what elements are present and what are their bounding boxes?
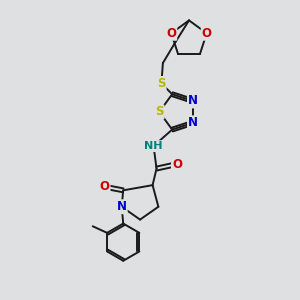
Text: N: N <box>188 94 198 107</box>
Text: O: O <box>166 27 176 40</box>
Text: N: N <box>117 200 127 213</box>
Text: O: O <box>100 180 110 193</box>
Text: O: O <box>202 27 212 40</box>
Text: S: S <box>157 77 166 90</box>
Text: S: S <box>155 105 164 119</box>
Text: N: N <box>188 116 198 129</box>
Text: O: O <box>172 158 182 171</box>
Text: NH: NH <box>144 141 163 151</box>
